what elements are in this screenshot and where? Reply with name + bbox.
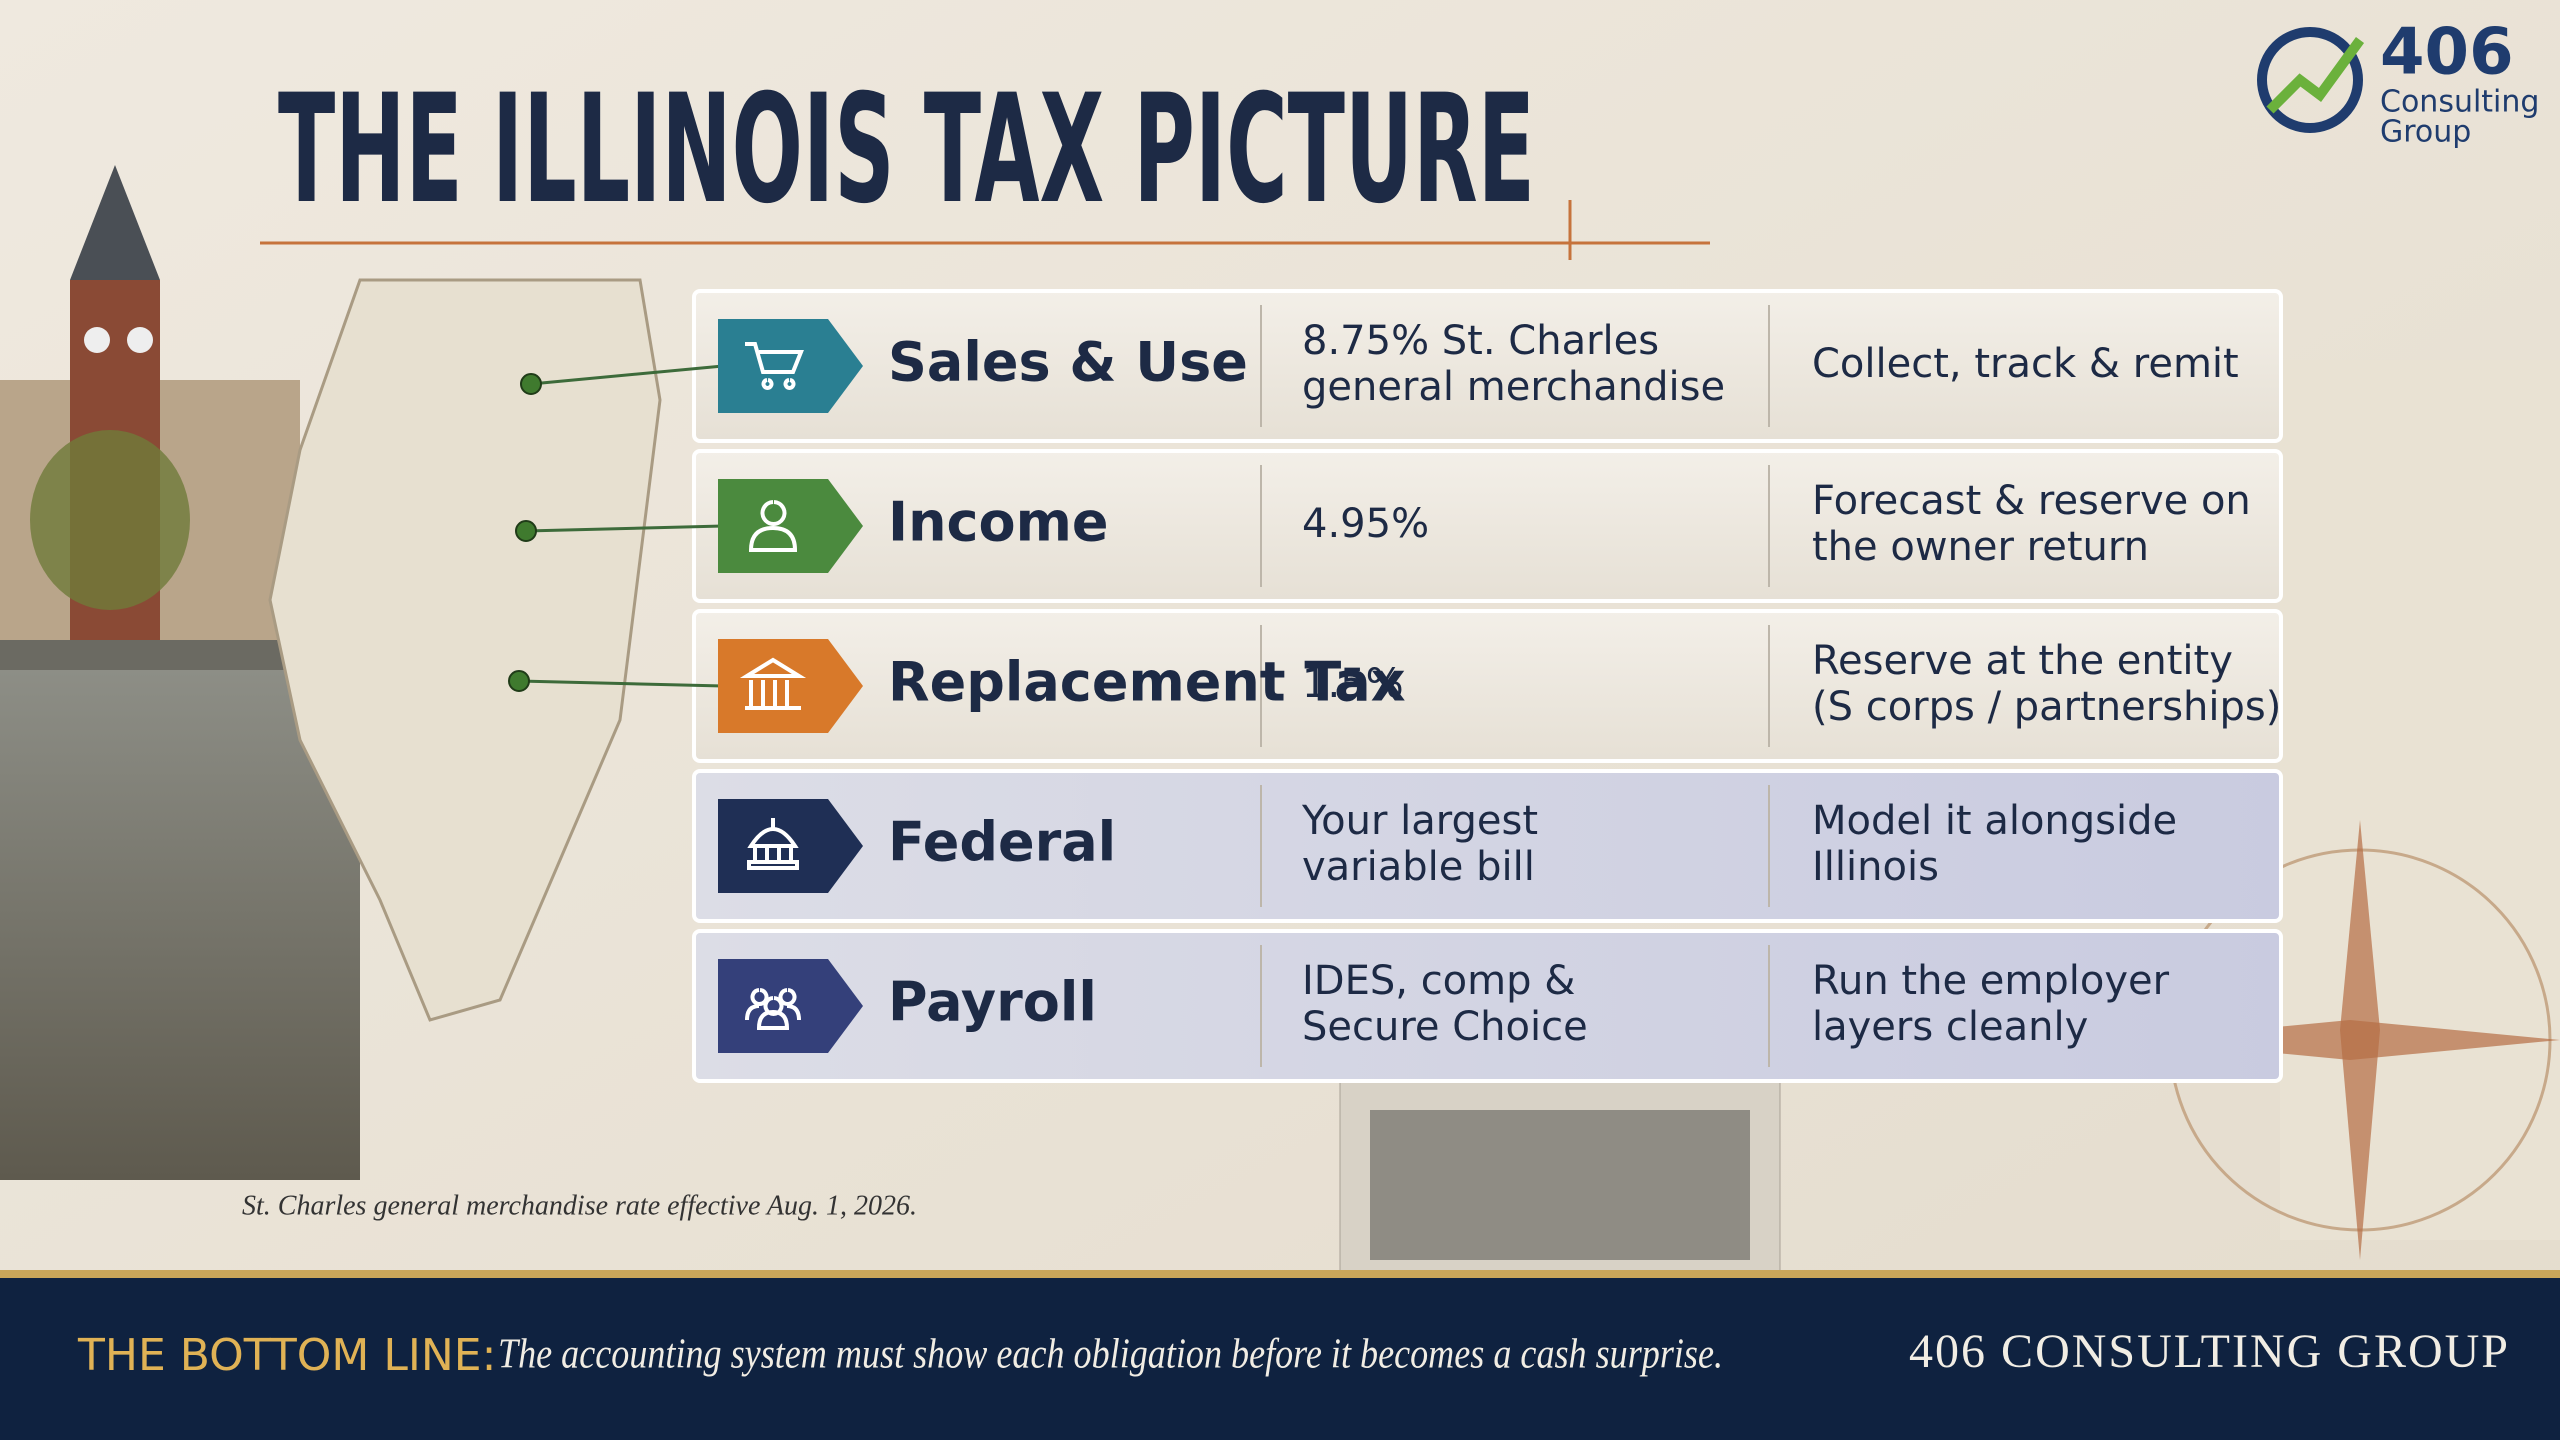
action-text: Reserve at the entity (1812, 638, 2233, 684)
icon-glyph (747, 818, 799, 870)
action-text: the owner return (1812, 524, 2149, 570)
footer-rule (0, 1270, 2560, 1278)
logo: 406 Consulting Group (2257, 16, 2539, 150)
action-text: Forecast & reserve on (1812, 478, 2251, 524)
town-illustration (0, 165, 360, 1180)
icon-glyph (745, 988, 801, 1030)
row-label: Income (888, 491, 1109, 554)
rate-text: Secure Choice (1302, 1004, 1588, 1050)
icon-glyph (745, 342, 804, 390)
pin-connector (530, 364, 724, 386)
logo-arrow (2266, 37, 2365, 114)
row-label: Federal (888, 811, 1116, 874)
row-label: Sales & Use (888, 331, 1248, 394)
logo-line: Consulting (2380, 85, 2539, 120)
pin-connector (525, 524, 724, 533)
action-text: Collect, track & remit (1812, 341, 2239, 387)
footnote: St. Charles general merchandise rate eff… (242, 1190, 917, 1221)
logo-mark (2257, 27, 2363, 133)
row-label: Replacement Tax (888, 651, 1406, 714)
rate-text: 1.5% (1302, 661, 1404, 707)
action-text: Model it alongside (1812, 798, 2177, 844)
rate-text: IDES, comp & (1302, 958, 1575, 1004)
footer-message: The accounting system must show each obl… (498, 1332, 1723, 1378)
action-text: Run the employer (1812, 958, 2170, 1004)
rate-text: general merchandise (1302, 364, 1725, 410)
table-row (692, 769, 2283, 923)
table-row (692, 929, 2283, 1083)
icon-glyph (739, 657, 807, 710)
footer-brand: 406 CONSULTING GROUP (1909, 1325, 2510, 1378)
ledger-illustration (1339, 360, 2560, 1281)
footer (0, 1278, 2560, 1440)
logo-line: Group (2380, 115, 2471, 150)
map-pin (508, 670, 530, 692)
map-pin (515, 520, 537, 542)
icon-glyph (748, 500, 798, 552)
title: THE ILLINOIS TAX PICTURE (278, 63, 1535, 237)
map-pin (520, 373, 542, 395)
pin-connector (518, 679, 724, 688)
illinois-map (268, 278, 662, 1022)
table-row (692, 289, 2283, 443)
logo-number: 406 (2380, 16, 2514, 90)
rate-text: 4.95% (1302, 501, 1429, 547)
rate-text: variable bill (1302, 844, 1535, 890)
action-text: (S corps / partnerships) (1812, 684, 2281, 730)
row-label: Payroll (888, 971, 1097, 1034)
footer-label: THE BOTTOM LINE: (77, 1330, 496, 1381)
action-text: layers cleanly (1812, 1004, 2088, 1050)
action-text: Illinois (1812, 844, 1939, 890)
rate-text: 8.75% St. Charles (1302, 318, 1659, 364)
rate-text: Your largest (1301, 798, 1538, 844)
